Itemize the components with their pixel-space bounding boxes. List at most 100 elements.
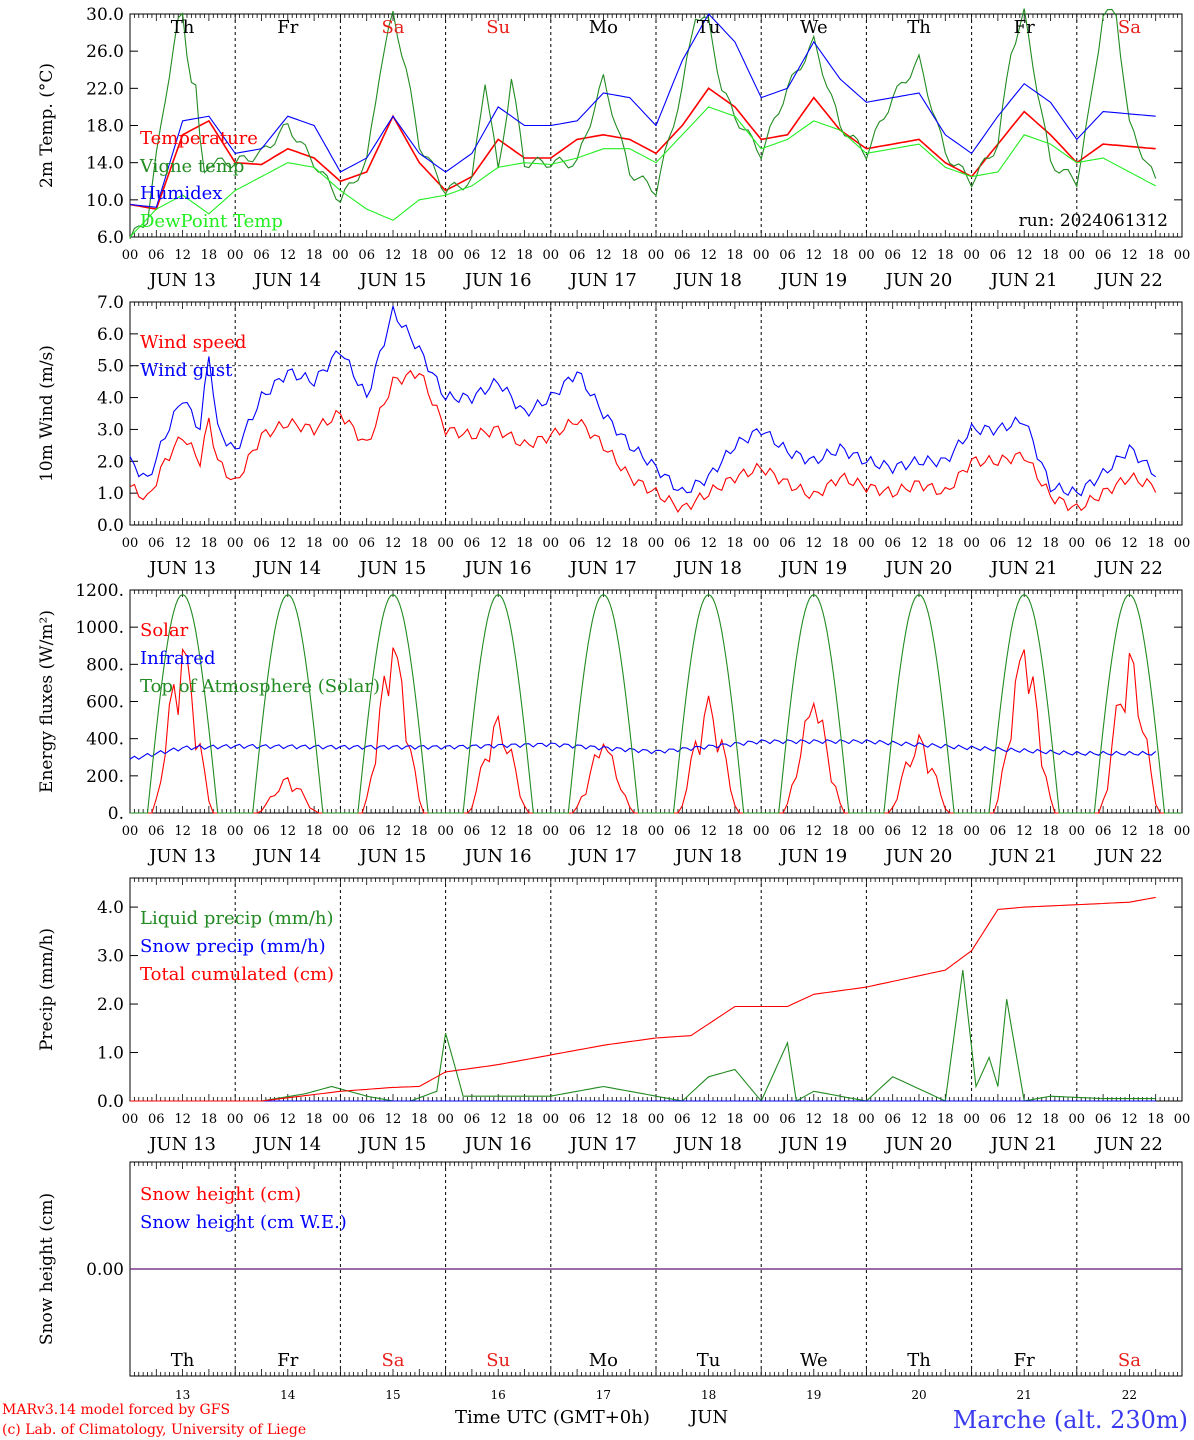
hour-label: 18 — [832, 1112, 849, 1127]
hour-label: 00 — [858, 1112, 875, 1127]
hour-label: 06 — [779, 536, 796, 551]
hour-label: 00 — [1174, 536, 1191, 551]
hour-label: 12 — [806, 824, 823, 839]
hour-label: 18 — [832, 536, 849, 551]
hour-label: 12 — [174, 248, 191, 263]
hour-label: 18 — [516, 248, 533, 263]
hour-label: 18 — [1042, 248, 1059, 263]
hour-label: 00 — [963, 824, 980, 839]
hour-label: 18 — [1042, 1112, 1059, 1127]
date-label: JUN 22 — [1094, 558, 1163, 579]
hour-label: 12 — [700, 248, 717, 263]
date-label: JUN 18 — [673, 270, 742, 291]
day-number-label: 21 — [1017, 1388, 1032, 1402]
hour-label: 06 — [569, 824, 586, 839]
hour-label: 12 — [911, 536, 928, 551]
legend-red: Temperature — [140, 128, 258, 149]
hour-label: 00 — [753, 824, 770, 839]
hour-label: 12 — [700, 1112, 717, 1127]
legend-green: Liquid precip (mm/h) — [140, 908, 334, 929]
y-tick-label: 0. — [108, 804, 124, 824]
hour-label: 18 — [411, 248, 428, 263]
date-label: JUN 20 — [884, 846, 953, 867]
series-line-lightgreen — [129, 106, 1156, 238]
hour-label: 18 — [1147, 248, 1164, 263]
weekday-label: Mo — [589, 17, 618, 38]
weekday-label: Th — [907, 17, 931, 38]
y-tick-label: 14.0 — [86, 154, 124, 174]
hour-label: 00 — [122, 1112, 139, 1127]
date-label: JUN 19 — [778, 558, 847, 579]
weekday-label: Sa — [381, 1350, 404, 1371]
weekday-label: Mo — [589, 1350, 618, 1371]
hour-label: 00 — [227, 1112, 244, 1127]
date-label: JUN 13 — [147, 558, 216, 579]
y-tick-label: 0.00 — [86, 1260, 124, 1280]
hour-label: 00 — [858, 536, 875, 551]
y-tick-label: 7.0 — [97, 293, 124, 313]
hour-label: 12 — [1121, 824, 1138, 839]
run-label: run: 2024061312 — [1019, 211, 1168, 231]
y-axis-title: 10m Wind (m/s) — [37, 345, 57, 482]
date-label: JUN 22 — [1094, 1134, 1163, 1155]
hour-label: 00 — [753, 248, 770, 263]
y-tick-label: 1.0 — [97, 484, 124, 504]
hour-label: 06 — [1095, 536, 1112, 551]
hour-label: 18 — [306, 536, 323, 551]
date-label: JUN 16 — [463, 270, 532, 291]
hour-label: 00 — [1069, 536, 1086, 551]
hour-label: 00 — [437, 248, 454, 263]
hour-label: 18 — [727, 824, 744, 839]
weekday-label: Sa — [1118, 1350, 1141, 1371]
hour-label: 12 — [1016, 1112, 1033, 1127]
weekday-label: Fr — [277, 17, 298, 38]
date-label: JUN 14 — [252, 846, 321, 867]
hour-label: 00 — [858, 824, 875, 839]
hour-label: 00 — [122, 824, 139, 839]
weekday-label: Th — [171, 1350, 195, 1371]
hour-label: 12 — [595, 248, 612, 263]
y-tick-label: 30.0 — [86, 5, 124, 25]
hour-label: 18 — [306, 248, 323, 263]
date-label: JUN 21 — [989, 1134, 1058, 1155]
date-label: JUN 21 — [989, 270, 1058, 291]
hour-label: 12 — [911, 248, 928, 263]
hour-label: 06 — [569, 1112, 586, 1127]
hour-label: 06 — [779, 824, 796, 839]
hour-label: 12 — [490, 824, 507, 839]
series-line-green — [129, 8, 1157, 240]
hour-label: 12 — [700, 536, 717, 551]
hour-label: 12 — [490, 248, 507, 263]
hour-label: 18 — [727, 1112, 744, 1127]
hour-label: 00 — [963, 1112, 980, 1127]
date-label: JUN 18 — [673, 846, 742, 867]
hour-label: 00 — [437, 824, 454, 839]
date-label: JUN 20 — [884, 1134, 953, 1155]
legend-red: Total cumulated (cm) — [140, 964, 334, 985]
date-label: JUN 22 — [1094, 846, 1163, 867]
y-tick-label: 0.0 — [97, 516, 124, 536]
y-axis-title: Energy fluxes (W/m²) — [37, 610, 57, 793]
legend-red: Solar — [140, 620, 189, 641]
y-tick-label: 1200. — [75, 581, 124, 601]
hour-label: 18 — [621, 248, 638, 263]
hour-label: 06 — [779, 248, 796, 263]
weekday-label: Fr — [1014, 17, 1035, 38]
day-number-label: 20 — [911, 1388, 926, 1402]
hour-label: 06 — [358, 824, 375, 839]
hour-label: 12 — [385, 1112, 402, 1127]
hour-label: 12 — [490, 1112, 507, 1127]
hour-label: 06 — [1095, 248, 1112, 263]
hour-label: 00 — [227, 824, 244, 839]
series-line-green — [130, 970, 1156, 1103]
series-group — [130, 896, 1156, 1103]
weekday-label: Fr — [277, 1350, 298, 1371]
hour-label: 06 — [358, 248, 375, 263]
y-tick-label: 3.0 — [97, 947, 124, 967]
hour-label: 18 — [937, 824, 954, 839]
hour-label: 00 — [543, 824, 560, 839]
hour-label: 12 — [595, 824, 612, 839]
date-label: JUN 16 — [463, 558, 532, 579]
hour-label: 00 — [122, 536, 139, 551]
hour-label: 18 — [516, 1112, 533, 1127]
